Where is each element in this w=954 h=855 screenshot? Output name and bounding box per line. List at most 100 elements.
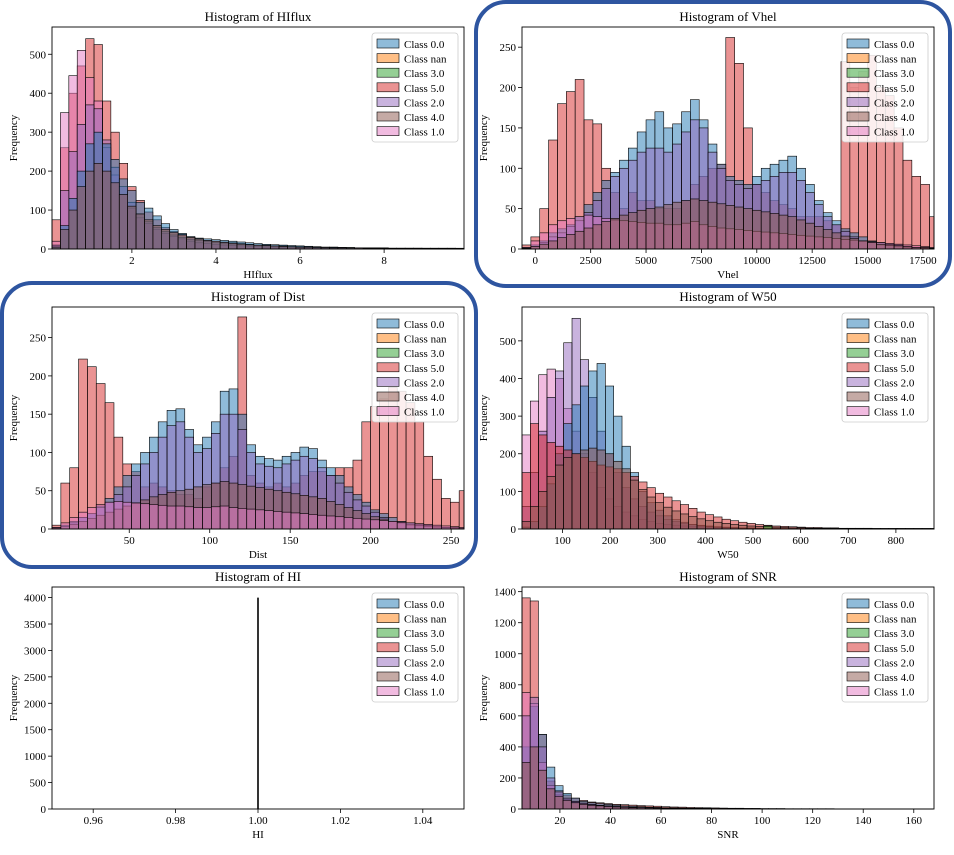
legend-swatch — [846, 97, 870, 107]
bar-class-4-0-9 — [601, 221, 611, 250]
bar-class-4-0-4 — [557, 237, 567, 250]
bar-class-4-0-23 — [713, 521, 723, 530]
bar-class-1-0-25 — [272, 511, 283, 530]
x-tick-label: 0.98 — [166, 815, 186, 827]
bar-class-1-0-26 — [281, 511, 292, 530]
y-tick-label: 100 — [30, 447, 47, 459]
bar-class-4-0-5 — [93, 163, 103, 250]
bar-class-1-0-8 — [122, 501, 132, 530]
y-tick-label: 0 — [41, 804, 47, 816]
bar-class-4-0-24 — [721, 523, 731, 530]
bar-class-1-0-33 — [343, 517, 354, 530]
x-tick-label: 200 — [602, 535, 619, 547]
bar-class-4-0-2 — [68, 209, 78, 250]
legend-swatch — [376, 362, 400, 373]
x-tick-label: 0.96 — [84, 815, 104, 827]
bar-class-4-0-6 — [574, 230, 585, 250]
legend-swatch — [376, 126, 400, 136]
bar-class-4-0-10 — [605, 453, 614, 530]
legend-entry: Class 0.0 — [404, 599, 445, 611]
legend-entry: Class 3.0 — [404, 348, 445, 360]
bar-class-1-0-35 — [361, 518, 371, 530]
bar-class-4-0-21 — [228, 242, 238, 250]
legend-swatch — [376, 111, 400, 122]
bar-class-4-0-3 — [548, 240, 558, 250]
bar-class-4-0-19 — [690, 198, 700, 250]
histogram-bars — [521, 37, 935, 250]
bar-class-4-0-13 — [636, 209, 647, 250]
legend-entry: Class nan — [404, 54, 447, 66]
x-tick-label: 8 — [381, 255, 387, 267]
bar-class-4-0-39 — [867, 242, 877, 250]
bar-class-4-0-28 — [769, 213, 780, 250]
bar-class-4-0-26 — [270, 245, 280, 250]
legend-swatch — [846, 391, 870, 402]
bar-class-4-0-11 — [613, 460, 623, 530]
bar-class-4-0-20 — [698, 200, 709, 250]
bar-class-4-0-2 — [539, 243, 549, 250]
bar-class-4-0-16 — [186, 237, 196, 250]
legend-entry: Class nan — [874, 334, 917, 346]
x-tick-label: 4 — [213, 255, 219, 267]
legend-entry: Class 1.0 — [404, 687, 445, 699]
y-tick-label: 500 — [500, 336, 517, 348]
x-tick-label: 17500 — [909, 255, 937, 267]
chart-title: Histogram of SNR — [679, 569, 777, 584]
y-axis-label: Frequency — [8, 394, 20, 441]
bar-class-1-0-28 — [299, 513, 309, 530]
y-tick-label: 800 — [500, 680, 517, 692]
bar-class-4-0-26 — [738, 524, 748, 530]
y-tick-label: 150 — [500, 123, 517, 135]
x-tick-label: 1.04 — [413, 815, 433, 827]
bar-class-4-0-23 — [725, 205, 735, 250]
legend-entry: Class 3.0 — [874, 628, 915, 640]
chart-title: Histogram of Dist — [211, 289, 305, 304]
chart-panel-dist: 50 100 150 200 250 0 50 100 150 200 250 Histogram o… — [0, 281, 478, 569]
legend-entry: Class 1.0 — [404, 407, 445, 419]
x-tick-label: 50 — [124, 535, 136, 547]
chart-panel-hiflux: 2 4 6 8 0 100 200 300 400 500 Histogram of HIflux H… — [8, 9, 465, 281]
bar-class-4-0-5 — [566, 234, 576, 250]
bar-class-4-0-7 — [580, 449, 589, 530]
bar-class-4-0-21 — [707, 201, 718, 250]
y-tick-label: 4000 — [24, 593, 47, 605]
bar-class-4-0-24 — [734, 206, 744, 250]
x-tick-label: 160 — [906, 815, 923, 827]
bar-class-4-0-38 — [858, 240, 868, 250]
y-tick-label: 0 — [511, 244, 517, 256]
y-tick-label: 200 — [500, 773, 517, 785]
legend-swatch — [846, 406, 870, 416]
legend-entry: Class 4.0 — [404, 112, 445, 124]
chart-title: Histogram of HIflux — [205, 9, 312, 24]
x-axis-label: Dist — [249, 549, 267, 561]
legend-entry: Class nan — [404, 334, 447, 346]
bar-class-4-0-3 — [76, 186, 86, 250]
bar-class-1-0-41 — [414, 523, 425, 530]
y-tick-label: 1500 — [24, 725, 47, 737]
y-tick-label: 500 — [30, 49, 47, 61]
bar-class-4-0-15 — [654, 206, 665, 250]
legend-swatch — [376, 406, 400, 416]
legend-entry: Class 5.0 — [404, 363, 445, 375]
legend-entry: Class 3.0 — [874, 348, 915, 360]
bar-class-1-0-17 — [202, 507, 212, 530]
legend-swatch — [376, 657, 400, 667]
legend-swatch — [376, 67, 400, 78]
bar-class-4-0-6 — [102, 170, 112, 250]
bar-class-5-0-45 — [450, 501, 460, 530]
bar-class-1-0-20 — [228, 507, 239, 530]
legend-swatch — [376, 598, 400, 609]
bar-class-4-0-10 — [610, 218, 620, 250]
bar-class-4-0-20 — [688, 516, 698, 530]
legend-entry: Class 5.0 — [404, 83, 445, 95]
bar-class-1-0-42 — [423, 524, 433, 530]
bar-class-3-0-29 — [763, 525, 773, 530]
bar-class-1-0-16 — [193, 507, 203, 530]
bar-class-5-0-44 — [441, 498, 451, 530]
y-axis-label: Frequency — [8, 114, 20, 161]
bar-class-1-0-1 — [60, 522, 71, 530]
y-tick-label: 600 — [500, 711, 517, 723]
plot-frame — [51, 26, 465, 250]
histogram-bars — [521, 317, 935, 530]
y-tick-label: 0 — [511, 524, 517, 536]
